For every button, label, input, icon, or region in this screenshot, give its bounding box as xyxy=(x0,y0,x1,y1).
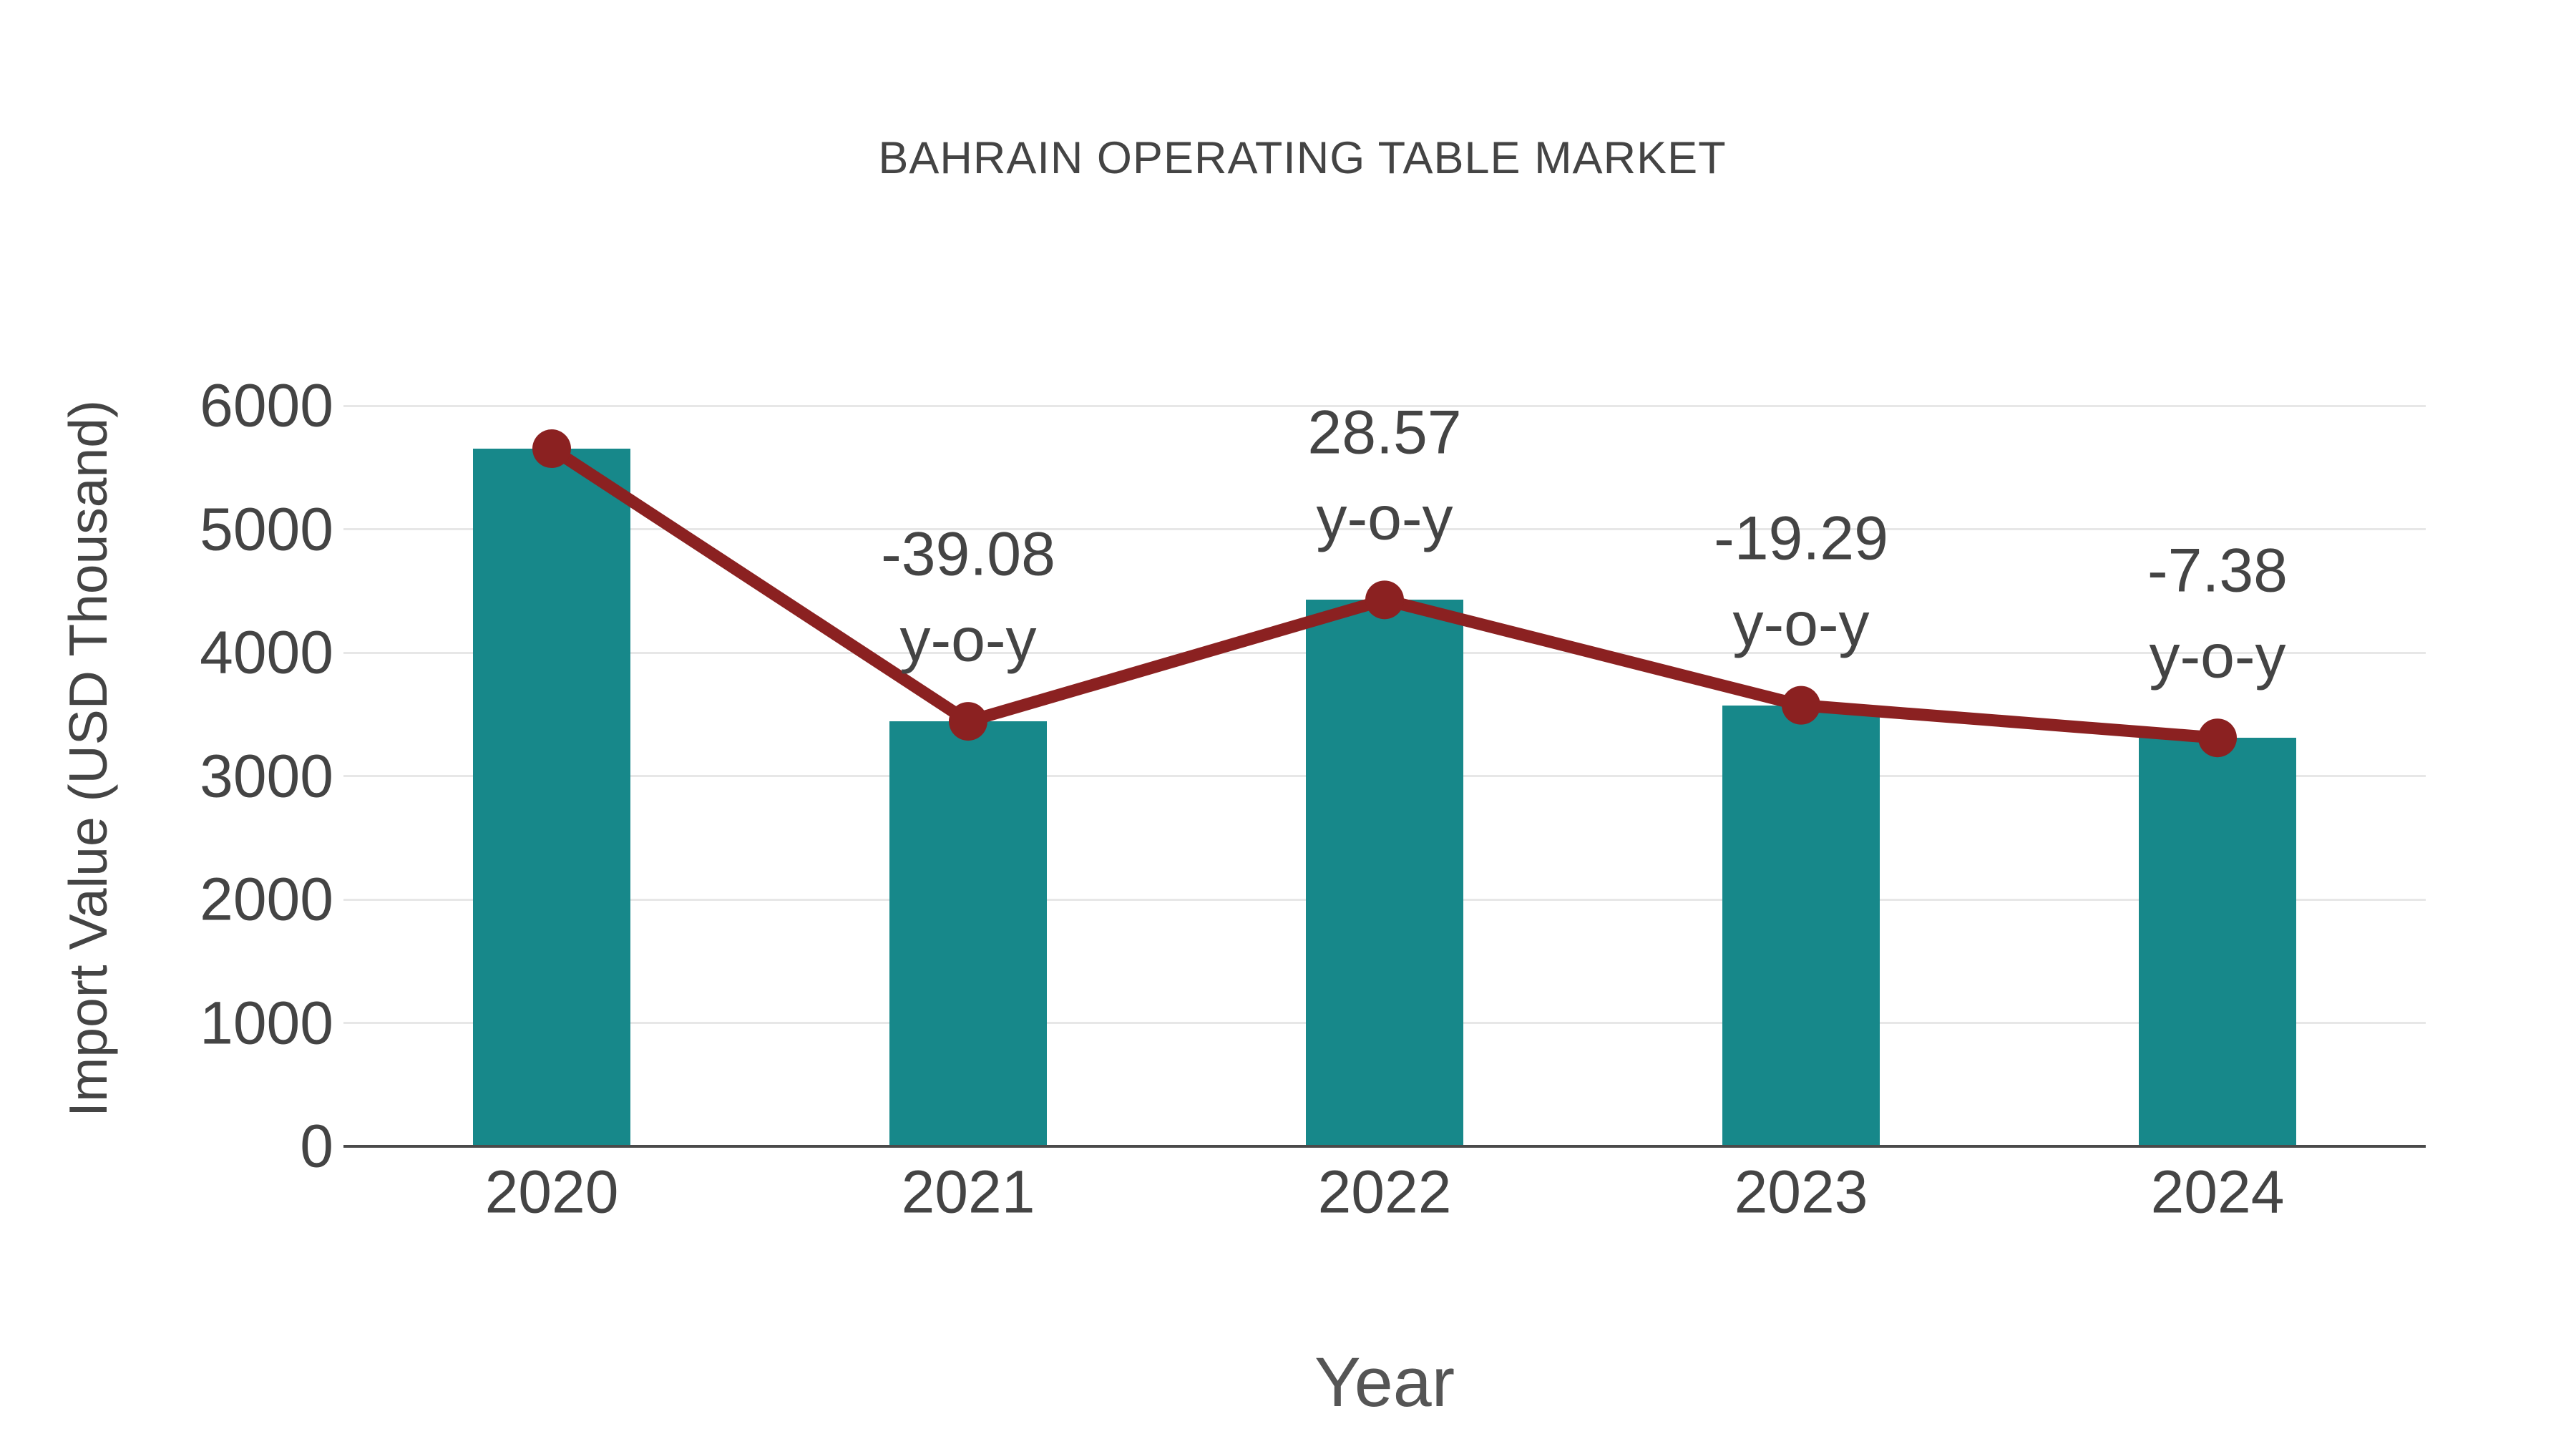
y-tick-label-5000: 5000 xyxy=(200,495,333,562)
annotation-2023-value: -19.29 xyxy=(1714,504,1888,573)
annotation-2022-unit: y-o-y xyxy=(1316,484,1453,553)
annotation-2022-value: 28.57 xyxy=(1307,398,1462,467)
y-tick-label-1000: 1000 xyxy=(200,989,333,1056)
bar-2024 xyxy=(2139,738,2296,1146)
y-tick-label-0: 0 xyxy=(300,1112,333,1180)
x-tick-label-2020: 2020 xyxy=(484,1158,619,1226)
x-tick-label-2024: 2024 xyxy=(2150,1158,2285,1226)
annotation-2024-value: -7.38 xyxy=(2147,536,2288,605)
bar-2021 xyxy=(889,721,1047,1146)
annotation-2021-value: -39.08 xyxy=(881,519,1055,589)
marker-2022 xyxy=(1365,580,1404,620)
chart-title: BAHRAIN OPERATING TABLE MARKET xyxy=(878,133,1727,183)
y-tick-label-3000: 3000 xyxy=(200,742,333,809)
x-tick-label-2023: 2023 xyxy=(1734,1158,1868,1226)
x-tick-label-2021: 2021 xyxy=(901,1158,1035,1226)
gridline-5000 xyxy=(343,528,2426,530)
marker-2020 xyxy=(532,429,571,469)
marker-2021 xyxy=(949,702,987,741)
x-axis-line xyxy=(343,1145,2426,1148)
annotation-2023-unit: y-o-y xyxy=(1732,590,1870,659)
annotation-2021-unit: y-o-y xyxy=(899,605,1037,675)
bar-2022 xyxy=(1306,600,1463,1146)
y-tick-label-2000: 2000 xyxy=(200,865,333,933)
bar-2023 xyxy=(1722,705,1880,1146)
y-tick-label-4000: 4000 xyxy=(200,618,333,686)
marker-2023 xyxy=(1782,686,1820,725)
x-tick-label-2022: 2022 xyxy=(1317,1158,1452,1226)
bar-2020 xyxy=(473,449,630,1146)
x-axis-title: Year xyxy=(1314,1343,1455,1421)
gridline-6000 xyxy=(343,404,2426,407)
annotation-2024-unit: y-o-y xyxy=(2149,622,2286,691)
marker-2024 xyxy=(2198,718,2237,758)
y-tick-label-6000: 6000 xyxy=(200,371,333,439)
